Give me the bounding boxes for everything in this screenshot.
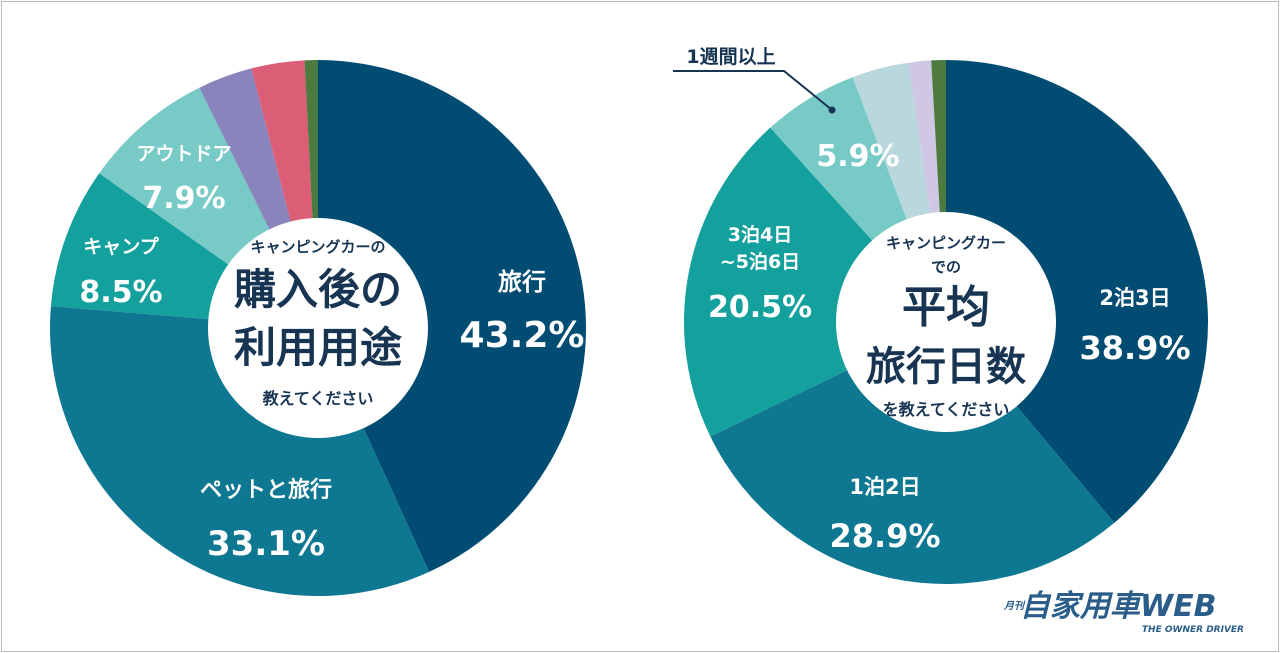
logo: 月刊 自家用車WEB THE OWNER DRIVER bbox=[1003, 589, 1244, 635]
slice-value-pet-travel: 33.1% bbox=[207, 524, 325, 564]
center-label-line4: 教えてください bbox=[263, 389, 374, 408]
center-label-line1: キャンピングカーの bbox=[250, 238, 385, 256]
pie-chart-trip-length: キャンピングカー での 平均 旅行日数 を教えてください 2泊3日 38.9% … bbox=[673, 46, 1208, 584]
slice-value-camp: 8.5% bbox=[79, 275, 162, 310]
slice-name-pet-travel: ペットと旅行 bbox=[200, 477, 332, 503]
center-label-line2: での bbox=[931, 258, 961, 276]
pie-slice-1 bbox=[318, 60, 587, 572]
pie-slice-1 bbox=[946, 60, 1208, 523]
slice-name-3n4d-line1: 3泊4日 bbox=[728, 224, 792, 246]
slice-name-travel: 旅行 bbox=[498, 268, 546, 296]
slice-value-travel: 43.2% bbox=[460, 315, 585, 356]
slice-name-3n4d-line2: ~5泊6日 bbox=[720, 251, 800, 273]
slice-name-1n2d: 1泊2日 bbox=[849, 475, 920, 499]
slice-value-1n2d: 28.9% bbox=[829, 517, 940, 555]
slice-value-1week: 5.9% bbox=[816, 139, 899, 174]
slice-name-camp: キャンプ bbox=[83, 235, 159, 258]
slice-value-2n3d: 38.9% bbox=[1079, 329, 1190, 367]
center-label-line4: 旅行日数 bbox=[866, 344, 1026, 390]
center-label-line3: 利用用途 bbox=[234, 323, 402, 372]
center-label-line3: 平均 bbox=[902, 282, 990, 333]
slice-value-outdoor: 7.9% bbox=[142, 181, 225, 216]
center-label-line5: を教えてください bbox=[883, 400, 1010, 419]
center-label-line2: 購入後の bbox=[234, 265, 402, 314]
center-hole bbox=[836, 212, 1056, 432]
callout-dot bbox=[828, 106, 836, 114]
logo-small-text: 月刊 bbox=[1003, 600, 1026, 612]
pie-slice-3 bbox=[684, 127, 946, 437]
slice-name-2n3d: 2泊3日 bbox=[1099, 286, 1170, 310]
logo-sub-text: THE OWNER DRIVER bbox=[1142, 625, 1244, 635]
center-label-line1: キャンピングカー bbox=[886, 234, 1006, 252]
center-hole bbox=[208, 218, 428, 438]
logo-main-text: 自家用車WEB bbox=[1020, 589, 1216, 624]
pie-slice-2 bbox=[710, 322, 1115, 584]
callout-line bbox=[673, 70, 833, 111]
slice-name-outdoor: アウトドア bbox=[136, 143, 231, 165]
pie-chart-usage: キャンピングカーの 購入後の 利用用途 教えてください 旅行 43.2% ペット… bbox=[49, 60, 587, 597]
slice-value-3n4d: 20.5% bbox=[708, 290, 812, 325]
slice-name-1week-callout: 1週間以上 bbox=[686, 46, 775, 68]
